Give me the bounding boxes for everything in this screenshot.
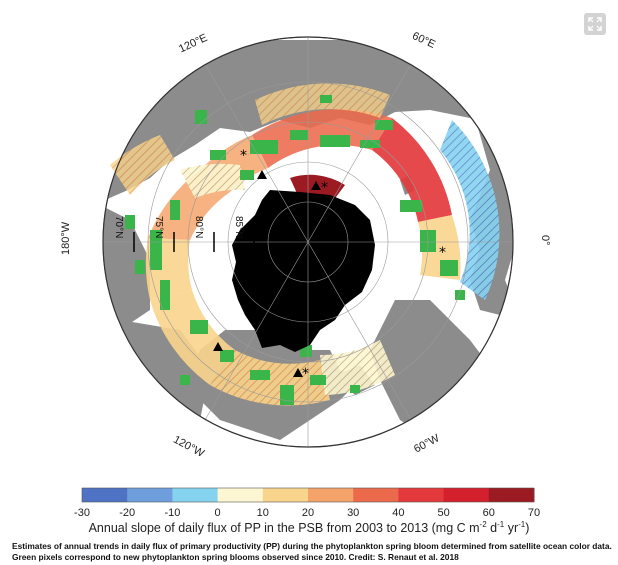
triangle-marker bbox=[293, 368, 303, 377]
lon-label-0: 0° bbox=[539, 235, 551, 246]
lat-label-85n: 85°N bbox=[233, 216, 244, 238]
asterisk-marker: * bbox=[302, 366, 309, 382]
colorbar-bin bbox=[172, 488, 219, 502]
colorbar-tick-label: -30 bbox=[74, 507, 90, 519]
colorbar-tick-label: -10 bbox=[164, 507, 180, 519]
lat-label-75n: 75°N bbox=[153, 216, 164, 238]
lon-label-60e: 60°E bbox=[410, 30, 437, 51]
sector-bottom-tan bbox=[150, 290, 235, 385]
colorbar: -30 -20 -10 0 10 20 30 40 50 60 70 bbox=[74, 487, 540, 519]
lon-label-180w: 180°W bbox=[60, 221, 72, 255]
caption-line-2: Green pixels correspond to new phytoplan… bbox=[12, 552, 459, 562]
sector-red-high bbox=[372, 118, 452, 222]
colorbar-bin bbox=[262, 488, 309, 502]
lon-label-120e: 120°E bbox=[177, 32, 209, 56]
sector-hatch-left bbox=[110, 135, 175, 195]
expand-icon[interactable] bbox=[584, 13, 606, 35]
sector-right-blue bbox=[440, 120, 500, 300]
graticule bbox=[103, 37, 513, 447]
colorbar-tick-label: -20 bbox=[119, 507, 135, 519]
asterisk-marker: * bbox=[240, 148, 247, 164]
colorbar-tick-label: 0 bbox=[215, 507, 221, 519]
colorbar-bin bbox=[488, 488, 535, 502]
markers: * * * * bbox=[213, 148, 446, 382]
colorbar-bin bbox=[308, 488, 354, 502]
colorbar-bin bbox=[398, 488, 445, 502]
colorbar-tick-label: 50 bbox=[437, 507, 449, 519]
lon-label-60w: 60°W bbox=[412, 432, 442, 456]
sector-hatch-tan bbox=[180, 163, 245, 198]
colorbar-tick-label: 60 bbox=[483, 507, 495, 519]
triangle-marker bbox=[311, 181, 321, 190]
asterisk-marker: * bbox=[321, 180, 328, 196]
sector-hatch-top bbox=[255, 83, 390, 125]
colorbar-bin bbox=[443, 488, 490, 502]
triangle-marker bbox=[257, 170, 267, 179]
sector-hatch-br bbox=[320, 340, 395, 395]
latitude-labels: 70°N 75°N 80°N 85°N bbox=[113, 216, 255, 252]
colorbar-bin bbox=[353, 488, 399, 502]
colorbar-tick-label: 30 bbox=[347, 507, 359, 519]
colorbar-bin bbox=[82, 488, 128, 502]
colorbar-tick-label: 40 bbox=[392, 507, 404, 519]
caption-line-1: Estimates of annual trends in daily flux… bbox=[12, 541, 612, 551]
lat-label-70n: 70°N bbox=[113, 216, 124, 238]
colorbar-axis-label: Annual slope of daily flux of PP in the … bbox=[88, 520, 530, 536]
colorbar-bin bbox=[127, 488, 173, 502]
colorbar-bin bbox=[217, 488, 264, 502]
arctic-polar-map: * * * * 120°E 60°E 0° 60°W 120°W 180°W 7… bbox=[60, 30, 551, 460]
colorbar-tick-label: 10 bbox=[257, 507, 269, 519]
figure-caption: Estimates of annual trends in daily flux… bbox=[12, 541, 612, 563]
lat-label-80n: 80°N bbox=[193, 216, 204, 238]
lon-label-120w: 120°W bbox=[171, 434, 206, 460]
colorbar-tick-label: 70 bbox=[528, 507, 540, 519]
asterisk-marker: * bbox=[439, 245, 446, 261]
triangle-marker bbox=[213, 342, 223, 351]
colorbar-tick-label: 20 bbox=[302, 507, 314, 519]
